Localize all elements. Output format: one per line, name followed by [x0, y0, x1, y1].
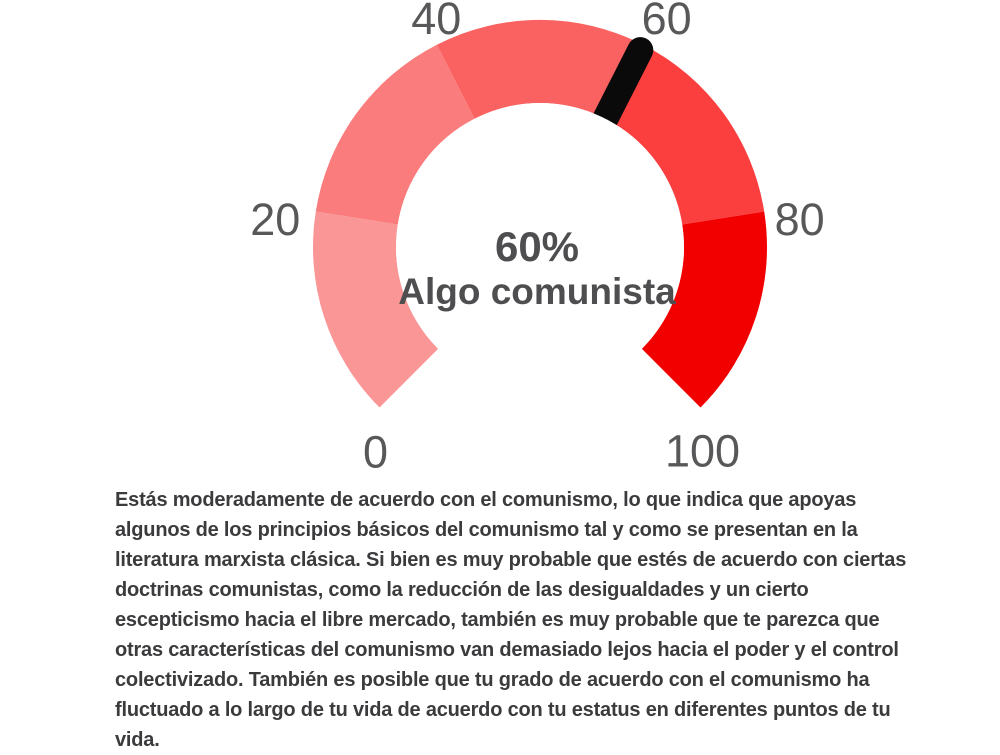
- gauge-render-layer: 0 20 40 60 80 100: [250, 0, 825, 478]
- gauge-tick-label-60: 60: [642, 0, 692, 44]
- gauge-segment-20-40: [315, 44, 475, 225]
- gauge-tick-label-40: 40: [411, 0, 461, 44]
- gauge-tick-label-20: 20: [250, 194, 300, 245]
- gauge-segment-60-80: [605, 44, 765, 225]
- gauge-chart-container: 0 20 40 60 80 100 60% Algo comunista: [250, 0, 825, 478]
- gauge-tick-label-0: 0: [363, 427, 388, 478]
- result-description: Estás moderadamente de acuerdo con el co…: [115, 489, 907, 751]
- gauge-value-text: 60%: [495, 223, 579, 270]
- gauge-segment-0-20: [313, 211, 439, 408]
- gauge-needle: [590, 37, 654, 136]
- gauge-category-text: Algo comunista: [398, 271, 676, 312]
- gauge-tick-label-100: 100: [665, 426, 740, 477]
- gauge-tick-label-80: 80: [775, 194, 825, 245]
- gauge-segment-80-100: [641, 211, 767, 408]
- gauge-chart: 0 20 40 60 80 100 60% Algo comunista: [250, 0, 825, 478]
- gauge-inner-circle: [396, 103, 684, 391]
- gauge-segment-40-60: [436, 19, 644, 119]
